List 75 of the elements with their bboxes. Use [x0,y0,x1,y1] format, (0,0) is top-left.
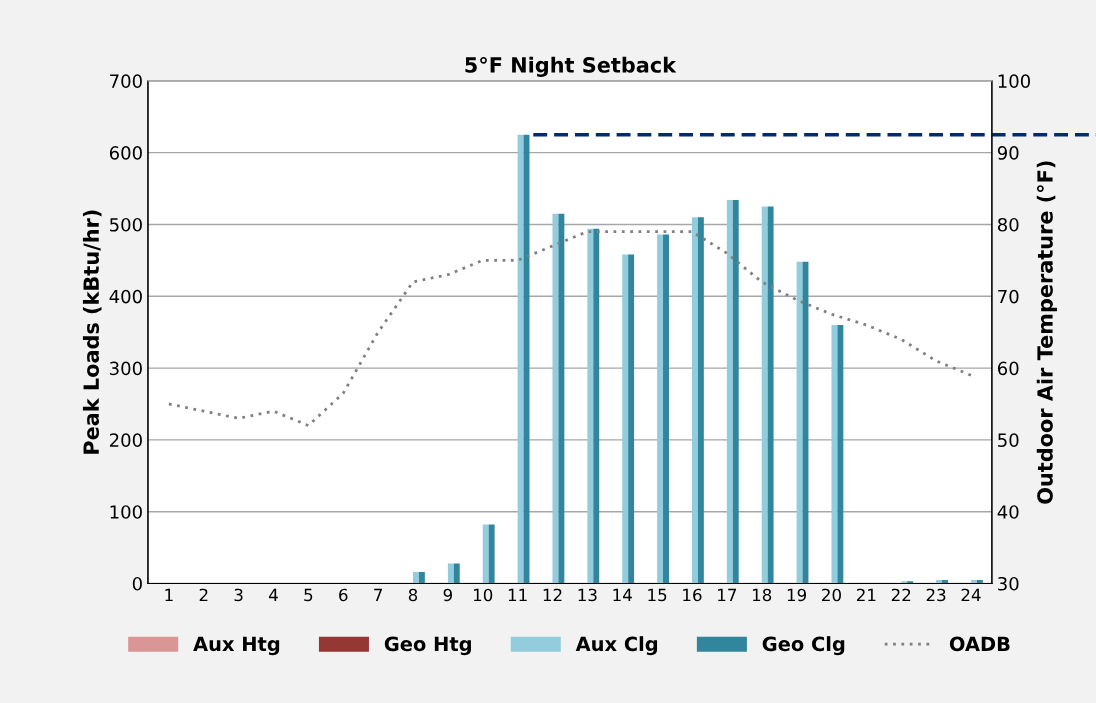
legend-label: Aux Clg [575,636,658,656]
y2-tick-label: 50 [998,433,1019,447]
legend-label: Aux Htg [193,636,280,656]
y-tick-label: 200 [109,433,142,447]
bar [447,563,454,584]
y2-tick-label: 80 [997,217,1019,232]
bar [552,213,559,584]
y-tick-label: 700 [110,74,142,88]
y2-axis-title: Outdoor Air Temperature (°F) [1036,161,1057,504]
bar [593,228,600,584]
bar [628,254,635,584]
y2-tick-label: 30 [998,576,1019,591]
x-tick-label: 21 [856,588,876,602]
x-tick-label: 13 [578,588,597,602]
bar [622,254,629,584]
y-tick-label: 0 [132,576,142,591]
y-tick-label: 500 [110,217,142,232]
legend-label: Geo Htg [384,636,471,656]
y-tick-label: 400 [109,289,142,304]
y2-tick-label: 70 [998,289,1019,304]
bar [558,213,565,584]
bar [697,217,704,584]
x-tick-label: 23 [926,588,946,602]
bar [587,228,594,584]
y2-tick-label: 40 [997,505,1019,519]
chart-title: 5°F Night Setback [465,56,677,78]
x-tick-label: 11 [508,588,527,602]
x-tick-label: 14 [613,588,632,602]
bar [761,206,768,584]
x-tick-label: 10 [473,588,493,602]
x-tick-label: 12 [543,588,562,602]
x-tick-label: 20 [822,588,841,602]
y2-tick-label: 100 [998,74,1031,88]
x-tick-label: 6 [339,588,348,602]
x-tick-label: 24 [961,588,981,602]
bar [412,572,419,584]
bar [517,134,524,584]
y-tick-label: 300 [110,361,142,376]
x-tick-label: 22 [891,588,911,602]
bar [453,563,460,584]
bar [907,581,914,584]
bar [657,234,664,584]
x-tick-label: 7 [374,588,382,602]
x-tick-label: 5 [304,588,313,602]
x-tick-label: 19 [787,588,807,602]
bar [901,581,908,584]
bar [691,217,698,584]
bar [418,572,425,584]
x-tick-label: 9 [443,588,452,602]
legend-label: Geo Clg [762,636,845,656]
legend-label: OADB [949,636,1010,652]
x-tick-label: 3 [234,588,243,602]
y-tick-label: 600 [109,146,142,160]
bar [837,324,844,584]
bar [831,324,838,584]
x-tick-label: 2 [199,588,208,602]
y-tick-label: 100 [110,505,142,519]
y2-tick-label: 90 [997,146,1019,160]
bar [663,234,669,584]
bar [482,524,489,584]
x-tick-label: 18 [752,588,772,602]
y2-tick-label: 60 [998,361,1019,376]
bar [767,206,774,584]
x-tick-label: 8 [408,588,418,602]
bar [488,524,495,584]
x-tick-label: 1 [165,588,173,602]
bar [726,200,733,584]
x-tick-label: 4 [269,588,278,602]
y-axis-title: Peak Loads (kBtu/hr) [82,210,102,454]
line-series [167,230,973,427]
x-tick-label: 17 [718,588,737,602]
x-tick-label: 15 [648,588,667,602]
bar [796,261,803,584]
x-tick-label: 16 [683,588,702,602]
bar [732,200,739,584]
